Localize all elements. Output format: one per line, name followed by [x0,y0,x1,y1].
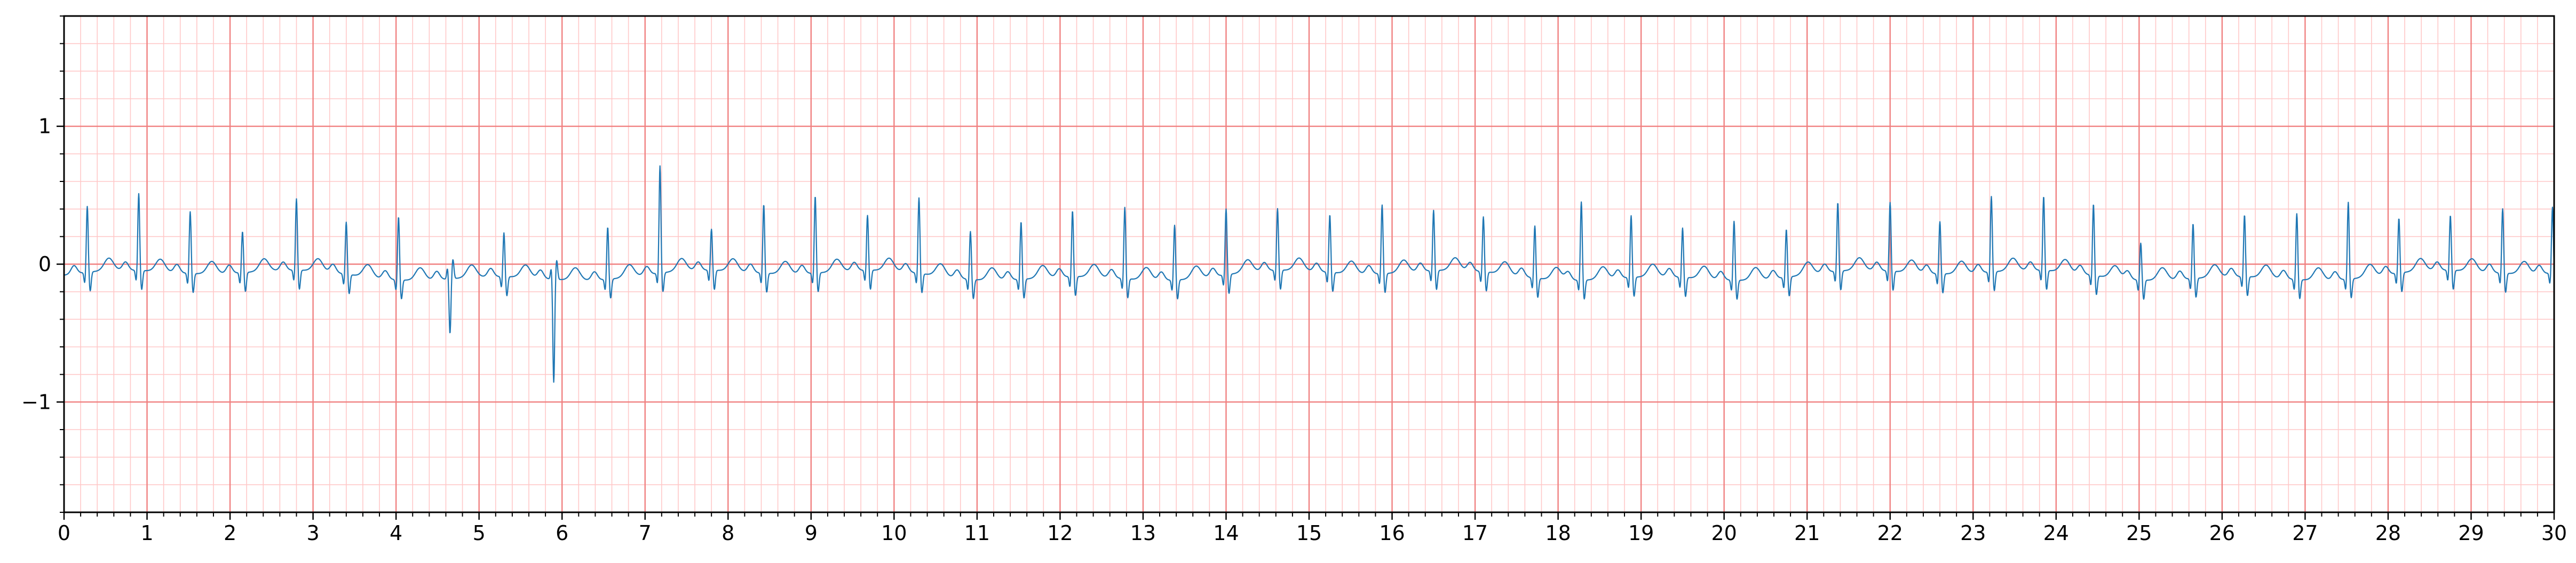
x-tick-label: 11 [964,521,990,545]
x-tick-label: 18 [1545,521,1571,545]
x-tick-label: 23 [1960,521,1986,545]
x-tick-label: 22 [1877,521,1903,545]
x-tick-label: 9 [805,521,818,545]
ecg-trace-layer [64,165,2555,383]
x-tick-label: 30 [2541,521,2567,545]
y-axis: −1 0 1 [21,15,64,513]
x-tick-label: 20 [1711,521,1737,545]
x-tick-label: 29 [2458,521,2484,545]
x-tick-label: 21 [1794,521,1820,545]
x-tick-label: 19 [1628,521,1654,545]
x-tick-label: 0 [58,521,70,545]
x-tick-label: 25 [2126,521,2152,545]
x-tick-label: 17 [1462,521,1488,545]
x-tick-label: 13 [1130,521,1156,545]
x-tick-label: 10 [881,521,907,545]
x-tick-label: 5 [473,521,486,545]
x-tick-label: 3 [307,521,320,545]
major-grid [63,16,2555,512]
x-tick-label: 16 [1379,521,1405,545]
x-tick-label: 28 [2375,521,2401,545]
x-tick-label: 27 [2292,521,2318,545]
ecg-series-line [64,165,2555,383]
x-tick-label: 26 [2209,521,2235,545]
x-tick-label: 4 [390,521,402,545]
x-tick-label: 2 [224,521,236,545]
x-tick-label: 1 [140,521,153,545]
y-tick-label: 1 [38,115,51,138]
y-tick-label: 0 [38,252,51,276]
x-tick-label: 8 [722,521,734,545]
x-axis: 0 1 2 3 4 5 6 7 8 9 10 11 12 13 14 15 16 17 18 19 20 21 22 23 24… [58,512,2567,545]
x-tick-label: 12 [1047,521,1073,545]
x-tick-label: 6 [556,521,568,545]
x-tick-label: 7 [639,521,652,545]
x-tick-label: 24 [2043,521,2069,545]
x-tick-label: 14 [1213,521,1239,545]
y-tick-label: −1 [21,390,51,414]
x-tick-label: 15 [1296,521,1322,545]
